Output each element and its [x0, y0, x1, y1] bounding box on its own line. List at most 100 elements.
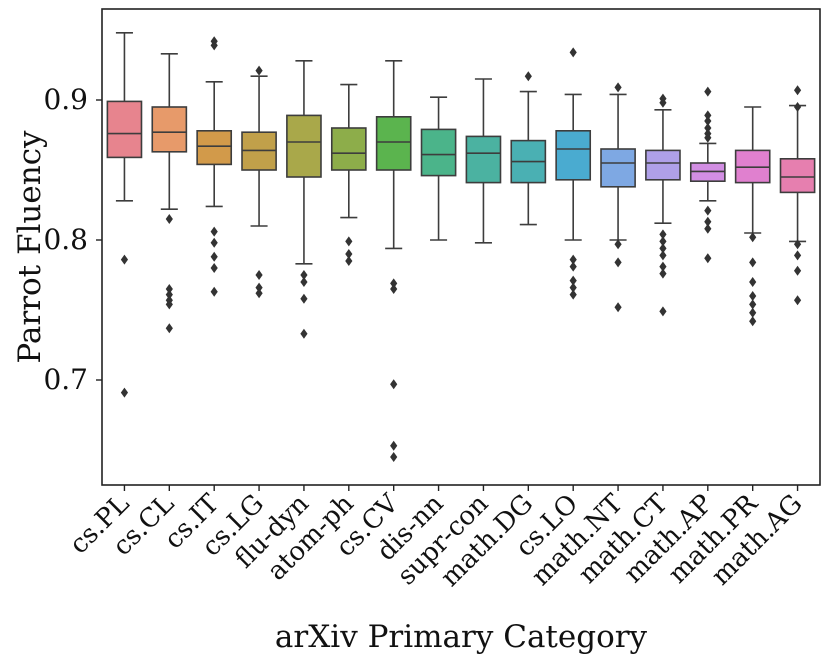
outlier-point: [704, 223, 712, 234]
outlier-point: [390, 284, 398, 294]
outlier-point: [793, 85, 802, 96]
outlier-point: [300, 293, 308, 304]
box-iqr: [420, 128, 457, 177]
outlier-point: [659, 236, 667, 247]
outlier-point: [704, 132, 712, 143]
outlier-point: [165, 289, 173, 300]
outlier-point: [569, 254, 577, 265]
box-group-cs.PL: [106, 31, 143, 398]
outlier-point: [345, 236, 353, 247]
outlier-point: [210, 251, 218, 262]
outlier-point: [210, 263, 218, 273]
box-iqr: [555, 130, 592, 181]
box-iqr: [600, 148, 636, 188]
outlier-point: [704, 253, 712, 264]
x-axis-ticks: cs.PLcs.CLcs.ITcs.LGflu-dynatom-phcs.CVd…: [64, 485, 809, 593]
outlier-point: [704, 116, 712, 126]
outlier-point: [749, 257, 757, 268]
outlier-point: [165, 299, 173, 310]
outlier-point: [165, 323, 173, 334]
outlier-point: [569, 261, 577, 272]
y-tick-label: 0.9: [43, 83, 88, 116]
outlier-point: [210, 237, 218, 248]
box-group-cs.LG: [241, 65, 277, 299]
outlier-point: [704, 205, 712, 216]
y-tick-label: 0.8: [43, 223, 88, 256]
outlier-point: [659, 97, 667, 108]
outlier-point: [793, 239, 802, 250]
box-group-math.DG: [510, 71, 547, 226]
outlier-point: [255, 288, 263, 299]
outlier-point: [749, 277, 757, 287]
outlier-point: [659, 268, 667, 279]
outlier-point: [120, 387, 129, 398]
box-group-cs.CV: [375, 59, 412, 462]
outlier-point: [210, 226, 218, 237]
box-group-supr-con: [465, 78, 502, 244]
outlier-point: [569, 289, 577, 300]
outlier-point: [390, 379, 398, 390]
box-group-math.PR: [734, 106, 771, 327]
outlier-point: [659, 229, 667, 240]
box-iqr: [330, 127, 367, 171]
outlier-point: [300, 277, 308, 287]
y-axis-label: Parrot Fluency: [12, 130, 48, 364]
box-group-math.AG: [779, 85, 816, 306]
outlier-point: [704, 123, 712, 133]
outlier-point: [390, 440, 398, 451]
box-iqr: [196, 130, 233, 166]
outlier-point: [793, 250, 802, 261]
outlier-point: [300, 328, 308, 339]
y-axis-ticks: 0.7 0.8 0.9: [43, 83, 102, 396]
outlier-point: [255, 270, 263, 280]
box-iqr: [645, 149, 681, 181]
outlier-point: [659, 261, 667, 272]
outlier-point: [614, 302, 622, 313]
outlier-point: [524, 71, 532, 82]
box-iqr: [106, 100, 143, 159]
outlier-point: [749, 307, 757, 318]
outlier-point: [793, 295, 802, 306]
box-group-math.NT: [600, 82, 636, 313]
box-group-math.AP: [689, 86, 726, 264]
outlier-point: [300, 270, 308, 280]
box-group-dis-nn: [420, 96, 457, 241]
box-iqr: [151, 106, 188, 153]
y-tick-label: 0.7: [43, 363, 88, 396]
outlier-point: [255, 282, 263, 293]
outlier-point: [704, 216, 712, 227]
outlier-point: [793, 102, 802, 112]
outlier-point: [345, 249, 353, 259]
box-group-cs.IT: [196, 36, 233, 297]
box-iqr: [375, 116, 412, 171]
outlier-point: [165, 284, 173, 294]
box-iqr: [779, 158, 816, 194]
outlier-point: [165, 214, 173, 224]
plot-frame: [101, 8, 821, 486]
outlier-point: [614, 257, 622, 268]
box-iqr: [465, 135, 502, 184]
box-group-flu-dyn: [286, 59, 322, 339]
outlier-point: [749, 299, 757, 310]
outlier-point: [749, 316, 757, 327]
outlier-point: [659, 306, 667, 317]
outlier-point: [704, 86, 712, 97]
outlier-point: [614, 82, 622, 93]
box-group-math.CT: [645, 93, 681, 317]
outlier-point: [749, 291, 757, 301]
outlier-point: [569, 47, 577, 58]
outlier-point: [390, 278, 398, 289]
outlier-point: [120, 254, 129, 265]
box-group-cs.CL: [151, 52, 188, 334]
outlier-point: [569, 282, 577, 293]
box-group-cs.LO: [555, 47, 592, 300]
outlier-point: [569, 275, 577, 286]
outlier-point: [659, 243, 667, 254]
box-iqr: [286, 114, 322, 178]
boxes-layer: [106, 31, 816, 462]
outlier-point: [255, 65, 263, 76]
outlier-point: [390, 452, 398, 462]
x-axis-label: arXiv Primary Category: [275, 619, 648, 655]
outlier-point: [793, 265, 802, 276]
outlier-point: [210, 286, 218, 297]
